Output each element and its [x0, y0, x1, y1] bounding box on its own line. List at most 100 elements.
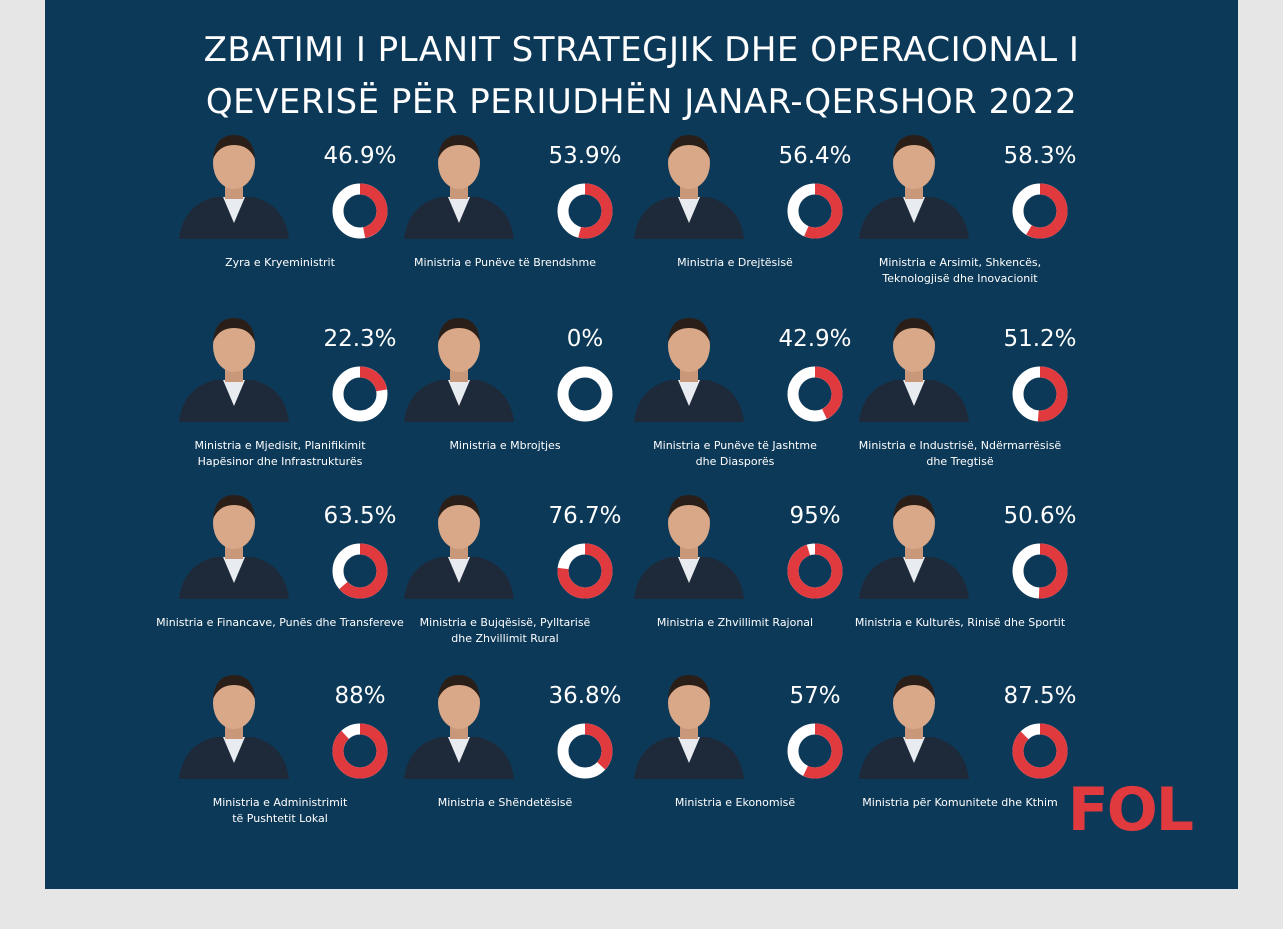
ministry-label: Zyra e Kryeministrit — [145, 255, 415, 271]
donut-filled-slice — [787, 366, 843, 422]
ministry-label-line: Ministria e Arsimit, Shkencës, — [878, 256, 1042, 269]
ministry-label: Ministria e Ekonomisë — [600, 795, 870, 811]
portrait-image — [404, 318, 514, 422]
ministry-label: Ministria e Administrimit të Pushtetit Lo… — [145, 795, 415, 827]
ministry-card: 53.9% Ministria e Punëve të Brendshme — [390, 135, 622, 315]
fol-logo: FOL — [1067, 775, 1194, 845]
percentage-label: 22.3% — [323, 326, 397, 352]
portrait-image — [859, 495, 969, 599]
ministry-card: 36.8% Ministria e Shëndetësisë — [390, 675, 622, 855]
progress-donut — [1012, 183, 1068, 239]
ministry-label: Ministria e Punëve të Brendshme — [370, 255, 640, 271]
portrait-image — [634, 495, 744, 599]
progress-donut — [332, 366, 388, 422]
ministry-label-line: Ministria e Administrimit — [212, 796, 348, 809]
progress-donut — [332, 183, 388, 239]
ministry-label-line: dhe Diasporës — [695, 455, 775, 468]
ministry-card: 42.9% Ministria e Punëve të Jashtme dhe Di… — [620, 318, 852, 498]
portrait-image — [404, 135, 514, 239]
progress-donut — [787, 183, 843, 239]
ministry-card: 87.5% Ministria për Komunitete dhe Kthim — [845, 675, 1077, 855]
progress-donut — [332, 543, 388, 599]
donut-filled-slice — [332, 366, 388, 422]
percentage-label: 53.9% — [548, 143, 622, 169]
progress-donut — [787, 723, 843, 779]
ministry-label-line: Hapësinor dhe Infrastrukturës — [197, 455, 363, 468]
ministry-label: Ministria e Shëndetësisë — [370, 795, 640, 811]
percentage-label: 0% — [566, 326, 604, 352]
ministry-label: Ministria e Financave, Punës dhe Transfe… — [145, 615, 415, 631]
ministry-label: Ministria e Mbrojtjes — [370, 438, 640, 454]
ministry-card: 50.6% Ministria e Kulturës, Rinisë dhe Sp… — [845, 495, 1077, 675]
ministry-label: Ministria e Bujqësisë, Pylltarisë dhe Zhv… — [370, 615, 640, 647]
portrait-image — [634, 318, 744, 422]
ministry-card: 0% Ministria e Mbrojtjes — [390, 318, 620, 498]
donut-filled-slice — [787, 723, 843, 779]
progress-donut — [1012, 543, 1068, 599]
percentage-label: 56.4% — [778, 143, 852, 169]
portrait-image — [179, 135, 289, 239]
portrait-image — [634, 675, 744, 779]
ministry-card: 22.3% Ministria e Mjedisit, Planifikimit H… — [165, 318, 397, 498]
ministry-label: Ministria e Kulturës, Rinisë dhe Sportit — [825, 615, 1095, 631]
percentage-label: 42.9% — [778, 326, 852, 352]
donut-filled-slice — [332, 183, 388, 239]
portrait-image — [634, 135, 744, 239]
infographic-panel: ZBATIMI I PLANIT STRATEGJIK DHE OPERACIO… — [45, 0, 1238, 889]
ministry-label-line: Ministria e Mbrojtjes — [449, 439, 561, 452]
ministry-card: 76.7% Ministria e Bujqësisë, Pylltarisë dh… — [390, 495, 622, 675]
ministry-label: Ministria e Zhvillimit Rajonal — [600, 615, 870, 631]
donut-filled-slice — [787, 543, 843, 599]
donut-filled-slice — [332, 543, 388, 599]
ministry-label-line: Ministria e Ekonomisë — [674, 796, 796, 809]
ministry-label-line: Ministria e Industrisë, Ndërmarrësisë — [858, 439, 1062, 452]
ministry-card: 56.4% Ministria e Drejtësisë — [620, 135, 852, 315]
portrait-image — [859, 675, 969, 779]
ministry-label-line: dhe Tregtisë — [926, 455, 994, 468]
ministry-label-line: të Pushtetit Lokal — [232, 812, 328, 825]
ministry-label-line: Ministria e Zhvillimit Rajonal — [656, 616, 814, 629]
donut-remaining — [557, 366, 613, 422]
percentage-label: 36.8% — [548, 683, 622, 709]
ministry-label: Ministria e Arsimit, Shkencës, Teknologji… — [825, 255, 1095, 287]
progress-donut — [1012, 366, 1068, 422]
percentage-label: 63.5% — [323, 503, 397, 529]
ministry-label: Ministria e Mjedisit, Planifikimit Hapësi… — [145, 438, 415, 470]
ministry-label-line: Ministria e Financave, Punës dhe Transfe… — [156, 616, 404, 629]
percentage-label: 95% — [789, 503, 841, 529]
donut-filled-slice — [557, 183, 613, 239]
ministry-label-line: Ministria e Shëndetësisë — [437, 796, 573, 809]
portrait-image — [404, 495, 514, 599]
ministry-label: Ministria e Industrisë, Ndërmarrësisë dhe… — [825, 438, 1095, 470]
percentage-label: 87.5% — [1003, 683, 1077, 709]
ministry-card: 57% Ministria e Ekonomisë — [620, 675, 850, 855]
ministry-label-line: Ministria e Kulturës, Rinisë dhe Sportit — [854, 616, 1066, 629]
ministry-label-line: Ministria për Komunitete dhe Kthim — [862, 796, 1058, 809]
ministry-label-line: Ministria e Drejtësisë — [677, 256, 793, 269]
ministry-label-line: Ministria e Bujqësisë, Pylltarisë — [419, 616, 591, 629]
ministry-label-line: Zyra e Kryeministrit — [225, 256, 335, 269]
title-line-2: QEVERISË PËR PERIUDHËN JANAR-QERSHOR 202… — [205, 82, 1078, 122]
portrait-image — [179, 675, 289, 779]
percentage-label: 88% — [334, 683, 386, 709]
portrait-image — [179, 495, 289, 599]
ministry-label-line: Ministria e Punëve të Brendshme — [414, 256, 596, 269]
percentage-label: 76.7% — [548, 503, 622, 529]
percentage-label: 57% — [789, 683, 841, 709]
ministry-label: Ministria për Komunitete dhe Kthim — [825, 795, 1095, 811]
ministry-card: 46.9% Zyra e Kryeministrit — [165, 135, 397, 315]
donut-filled-slice — [787, 183, 843, 239]
percentage-label: 58.3% — [1003, 143, 1077, 169]
ministry-label-line: Ministria e Punëve të Jashtme — [653, 439, 817, 452]
ministry-card: 88% Ministria e Administrimit të Pushtetit… — [165, 675, 395, 855]
portrait-image — [179, 318, 289, 422]
ministry-card: 63.5% Ministria e Financave, Punës dhe Tr… — [156, 495, 404, 675]
donut-filled-slice — [1012, 183, 1068, 239]
progress-donut — [557, 723, 613, 779]
donut-filled-slice — [1012, 723, 1068, 779]
portrait-image — [859, 318, 969, 422]
donut-filled-slice — [1012, 366, 1068, 422]
donut-filled-slice — [557, 543, 613, 599]
progress-donut — [332, 723, 388, 779]
progress-donut — [557, 366, 613, 422]
